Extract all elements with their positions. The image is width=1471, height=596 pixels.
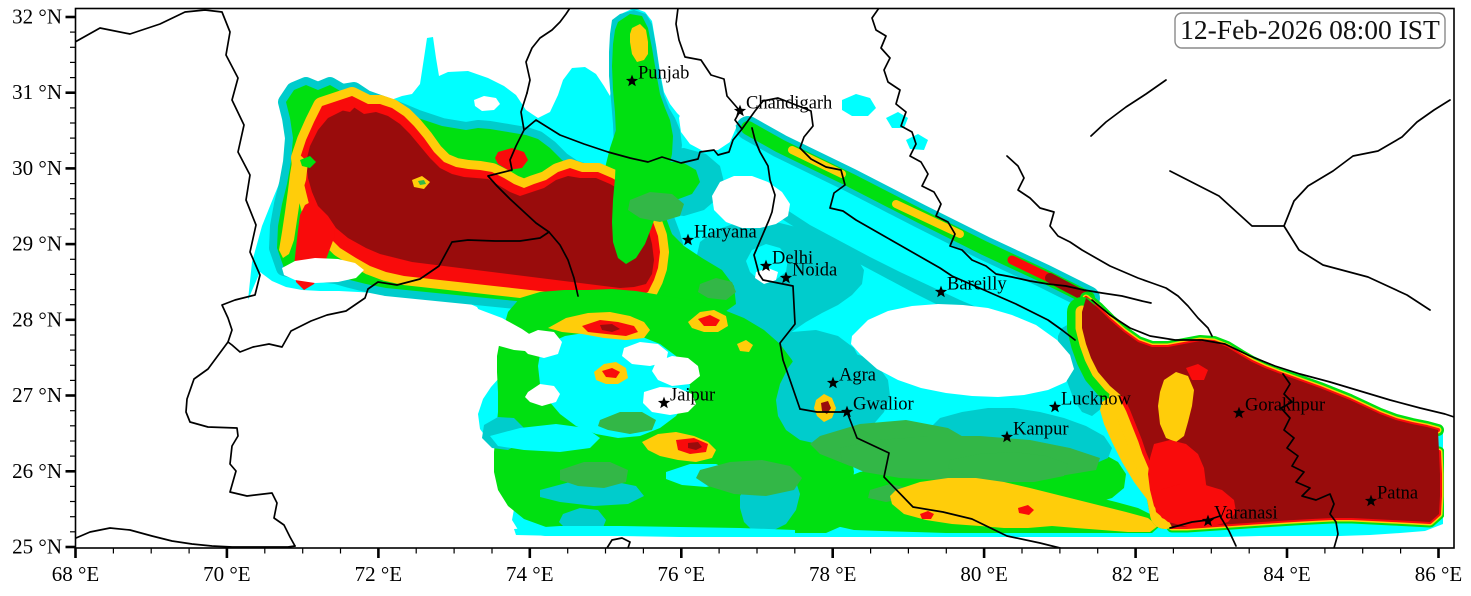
- svg-text:Gwalior: Gwalior: [853, 395, 914, 415]
- svg-text:74 °E: 74 °E: [506, 562, 553, 586]
- svg-text:78 °E: 78 °E: [809, 562, 856, 586]
- svg-text:Delhi: Delhi: [772, 249, 813, 269]
- svg-text:Bareilly: Bareilly: [947, 275, 1007, 295]
- svg-text:29 °N: 29 °N: [12, 232, 62, 256]
- svg-text:72 °E: 72 °E: [355, 562, 402, 586]
- svg-text:Lucknow: Lucknow: [1061, 390, 1132, 410]
- svg-text:Chandigarh: Chandigarh: [746, 94, 832, 114]
- svg-text:Noida: Noida: [792, 261, 837, 281]
- svg-text:Patna: Patna: [1377, 484, 1418, 504]
- svg-text:76 °E: 76 °E: [658, 562, 705, 586]
- svg-text:86 °E: 86 °E: [1415, 562, 1462, 586]
- svg-text:28 °N: 28 °N: [12, 307, 62, 331]
- svg-text:Varanasi: Varanasi: [1214, 504, 1278, 524]
- svg-text:32 °N: 32 °N: [12, 5, 62, 29]
- svg-text:80 °E: 80 °E: [960, 562, 1007, 586]
- svg-text:68 °E: 68 °E: [52, 562, 99, 586]
- svg-text:70 °E: 70 °E: [203, 562, 250, 586]
- svg-text:Punjab: Punjab: [638, 64, 689, 84]
- svg-text:25 °N: 25 °N: [12, 535, 62, 559]
- svg-text:26 °N: 26 °N: [12, 459, 62, 483]
- svg-text:84 °E: 84 °E: [1263, 562, 1310, 586]
- svg-text:Gorakhpur: Gorakhpur: [1245, 396, 1325, 416]
- svg-text:27 °N: 27 °N: [12, 383, 62, 407]
- svg-text:82 °E: 82 °E: [1112, 562, 1159, 586]
- svg-text:Jaipur: Jaipur: [670, 386, 715, 406]
- svg-text:30 °N: 30 °N: [12, 156, 62, 180]
- svg-text:31 °N: 31 °N: [12, 80, 62, 104]
- svg-text:Kanpur: Kanpur: [1013, 420, 1068, 440]
- svg-text:Haryana: Haryana: [694, 223, 757, 243]
- svg-text:12-Feb-2026 08:00 IST: 12-Feb-2026 08:00 IST: [1180, 14, 1440, 45]
- svg-text:Agra: Agra: [839, 366, 876, 386]
